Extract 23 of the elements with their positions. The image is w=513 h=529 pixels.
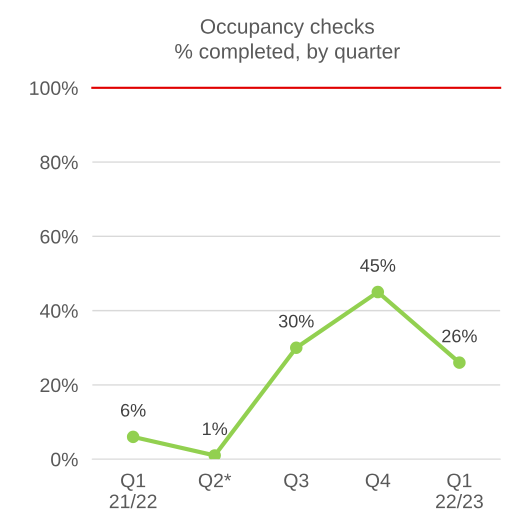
x-tick-label: Q1 21/22: [110, 474, 156, 508]
point: [208, 449, 221, 460]
data-label: 45%: [360, 259, 396, 272]
x-tick-label: Q4: [366, 474, 390, 491]
y-tick-label: 20%: [40, 378, 78, 392]
data-label: 1%: [203, 422, 228, 436]
point: [290, 342, 303, 354]
data-label: 26%: [442, 330, 477, 342]
point: [126, 430, 140, 444]
y-tick-label: 40%: [40, 304, 78, 318]
point: [372, 286, 384, 298]
chart-title: Occupancy checks: [200, 18, 374, 38]
data-label: 6%: [120, 404, 146, 417]
y-tick-label: 0%: [51, 452, 78, 466]
y-tick-label: 80%: [40, 156, 78, 170]
x-tick-label: Q1 22/23: [436, 474, 483, 508]
chart-subtitle: % completed, by quarter: [175, 43, 400, 63]
x-tick-label: Q2*: [198, 474, 232, 491]
x-tick-label: Q3: [284, 474, 308, 491]
y-tick-label: 100%: [30, 81, 78, 96]
data-label: 30%: [278, 314, 314, 328]
y-tick-label: 60%: [40, 230, 78, 244]
point: [453, 356, 466, 369]
